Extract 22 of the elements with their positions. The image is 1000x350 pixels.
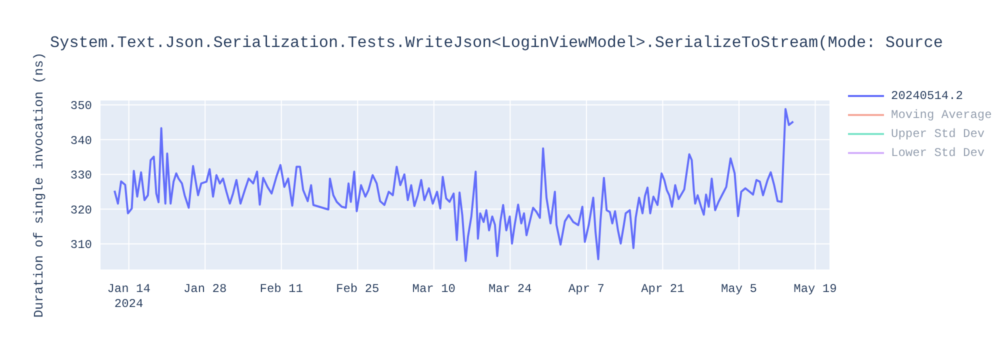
x-tick-label: Apr 7 <box>568 282 604 296</box>
y-tick-label: 310 <box>70 238 92 252</box>
x-tick-label: May 19 <box>794 282 837 296</box>
x-tick-label: Apr 21 <box>641 282 684 296</box>
y-tick-label: 320 <box>70 203 92 218</box>
chart-title: System.Text.Json.Serialization.Tests.WriteJson<LoginViewModel>.SerializeToStream(Mode: Source <box>50 34 943 52</box>
y-tick-label: 330 <box>70 168 92 183</box>
y-axis-title: Duration of single invocation (ns) <box>32 52 47 318</box>
x-tick-label: Mar 10 <box>412 282 456 296</box>
x-tick-label: Jan 28 <box>183 282 227 296</box>
x-tick-label: Feb 25 <box>336 282 380 296</box>
x-tick-label: Mar 24 <box>488 282 532 296</box>
x-tick-label: Feb 11 <box>260 282 303 296</box>
x-tick-label: May 5 <box>720 282 757 296</box>
x-tick-label: Jan 14 2024 <box>107 282 150 311</box>
legend-label: Upper Std Dev <box>891 126 985 140</box>
line-series <box>114 108 794 262</box>
legend-label: 20240514.2 <box>891 88 964 102</box>
y-tick-label: 340 <box>70 134 92 148</box>
legend-label: Moving Average <box>891 108 992 122</box>
y-tick-label: 350 <box>70 99 92 114</box>
legend-label: Lower Std Dev <box>891 146 985 160</box>
